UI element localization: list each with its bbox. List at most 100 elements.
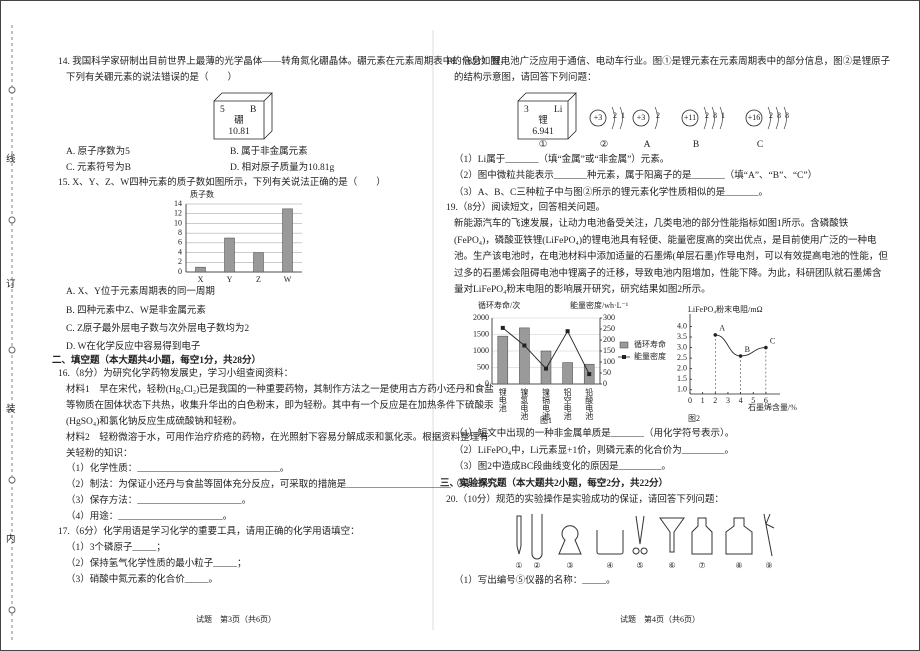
text-line: 14. 我国科学家研制出目前世界上最薄的光学晶体——转角氮化硼晶体。硼元素在元素…	[58, 55, 509, 67]
element-number: 3	[524, 105, 529, 115]
electron-shell	[767, 106, 771, 130]
material-line: 材料1 早在宋代，轻粉(Hg₂Cl₂)已是我国的一种重要药物，其制作方法之一是使…	[66, 383, 494, 395]
binding-char: 订	[6, 279, 16, 290]
y-tick-label: 1000	[473, 346, 489, 355]
section-heading: 二、填空题（本大题共4小题，每空1分，共28分）	[52, 354, 261, 366]
nucleus-charge: +3	[637, 113, 646, 122]
element-mass: 6.941	[532, 127, 554, 137]
question-item: （2）保持氢气化学性质的最小粒子_____；	[66, 557, 247, 569]
y-tick-label: 10	[174, 218, 182, 227]
apparatus	[632, 515, 648, 555]
question-item: （2）图中微粒共能表示_______种元素，属于阳离子的是_______（填“A…	[454, 169, 817, 181]
electron-count: 8	[785, 111, 789, 120]
apparatus	[531, 514, 543, 560]
nucleus	[681, 109, 699, 127]
electron-count: 2	[769, 111, 773, 120]
question-item: （1）3个磷原子_____；	[66, 541, 166, 553]
x-tick-label: Y	[227, 275, 233, 284]
x-tick-label: 2	[713, 396, 717, 405]
nucleus	[589, 109, 607, 127]
y-tick-label: 500	[477, 362, 489, 371]
text-line: A. 原子序数为5	[66, 145, 130, 157]
figure-label: B	[693, 140, 699, 150]
question-item: （2）LiFePO₄中，Li元素显+1价，则磷元素的化合价为_________。	[454, 444, 734, 456]
point-label: C	[770, 336, 775, 345]
apparatus-label: ③	[566, 561, 573, 570]
y2-tick-label: 100	[603, 357, 615, 366]
binding-char: 装	[6, 403, 16, 415]
x-tick-label: 铝空电池	[563, 387, 572, 420]
element-mass: 10.81	[228, 127, 250, 137]
electron-shell	[703, 106, 707, 130]
y-tick-label: 1.0	[677, 385, 687, 394]
binding-hole	[8, 216, 16, 224]
electron-shell	[783, 106, 787, 130]
option: A. X、Y位于元素周期表的同一周期	[66, 285, 215, 297]
apparatus-label: ⑤	[636, 561, 643, 570]
x-tick-label: 5	[751, 396, 755, 405]
y2-tick-label: 0	[603, 379, 607, 388]
legend-swatch	[619, 341, 629, 349]
binding-hole	[8, 86, 16, 94]
electron-shell	[611, 106, 615, 130]
binding-hole	[8, 476, 16, 484]
line-marker	[500, 325, 505, 330]
x-tick-label: 镍氢电池	[520, 387, 529, 420]
text-line: 18.（8分）锂电池广泛应用于通信、电动车行业。图①是锂元素在元素周期表中的部分…	[446, 55, 891, 67]
paragraph-line: 新能源汽车的飞速发展，让动力电池备受关注，几类电池的部分性能指标如图1所示。含磷…	[454, 217, 849, 229]
apparatus-label: ①	[515, 561, 522, 570]
x-tick-label: 铅酸电池	[585, 387, 594, 420]
apparatus-label: ⑧	[735, 561, 742, 570]
element-box	[213, 92, 273, 140]
electron-count: 2	[705, 111, 709, 120]
electron-count: 1	[721, 111, 725, 120]
text-line: 16.（8分）为研究化学药物发展史，学习小组查阅资料：	[58, 367, 293, 379]
text-line: C. 元素符号为B	[66, 161, 131, 173]
element-box	[517, 92, 577, 140]
question-item: （3）硝酸中氮元素的化合价_____。	[66, 573, 218, 585]
text-line: 15. X、Y、Z、W四种元素的质子数如图所示，下列有关说法正确的是（ ）	[58, 176, 386, 188]
text-line: 17.（6分）化学用语是学习化学的重要工具，请用正确的化学用语填空：	[58, 525, 360, 537]
x-tick-label: 4	[739, 396, 743, 405]
x-tick-label: 锂电池	[498, 387, 507, 412]
figure-label: ①	[539, 139, 548, 150]
text-line: 19.（8分）阅读短文，回答相关问题。	[446, 201, 605, 213]
question-item: （1）Li属于_______（填“金属”或“非金属”）元素。	[454, 153, 669, 165]
line-marker	[587, 372, 592, 377]
y2-tick-label: 150	[603, 346, 615, 355]
figure-label: A	[644, 140, 651, 150]
x-tick-label: 0	[688, 396, 692, 405]
binding-char: 内	[6, 533, 16, 545]
bar	[282, 208, 293, 273]
x-axis-label: 石墨烯含量/%	[748, 402, 797, 412]
question-item: （3）图2中造成BC段曲线变化的原因是_________。	[454, 460, 671, 472]
question-item: （3）A、B、C三种粒子中与图②所示的锂元素化学性质相似的是_______。	[454, 186, 768, 198]
x-tick-label: X	[198, 275, 204, 284]
y-tick-label: 12	[174, 209, 182, 218]
line-marker	[544, 366, 548, 371]
y-tick-label: 6	[178, 238, 182, 247]
y-tick-label: 2.0	[677, 363, 687, 372]
point	[713, 333, 718, 337]
apparatus-label: ④	[606, 561, 613, 570]
apparatus	[691, 517, 713, 555]
figure-label: ②	[600, 139, 609, 150]
y-tick-label: 0	[178, 267, 182, 276]
material-line: (HgSO₄)和氯化钠反应生成硫酸钠和轻粉。	[66, 415, 242, 427]
x-tick-label: 1	[701, 396, 705, 405]
x-tick-label: 镍镉电池	[542, 387, 551, 420]
nucleus-charge: +11	[684, 113, 696, 122]
y-tick-label: 3.5	[677, 332, 687, 341]
electron-shell	[775, 106, 779, 130]
text-line: D. 相对原子质量为10.81g	[230, 161, 334, 173]
y2-tick-label: 300	[603, 313, 615, 322]
y-tick-label: 0	[485, 379, 489, 388]
electron-shell	[654, 106, 658, 130]
binding-hole	[8, 606, 16, 614]
legend-swatch	[622, 355, 626, 359]
page-footer: 试题 第3页（共6页）	[196, 614, 276, 624]
page-footer: 试题 第4页（共6页）	[620, 614, 700, 624]
material-line: 材料2 轻粉微溶于水，可用作治疗疥疮的药物，在光照射下容易分解成汞和氯化汞。根据…	[66, 431, 489, 443]
element-name: 锂	[538, 114, 548, 126]
